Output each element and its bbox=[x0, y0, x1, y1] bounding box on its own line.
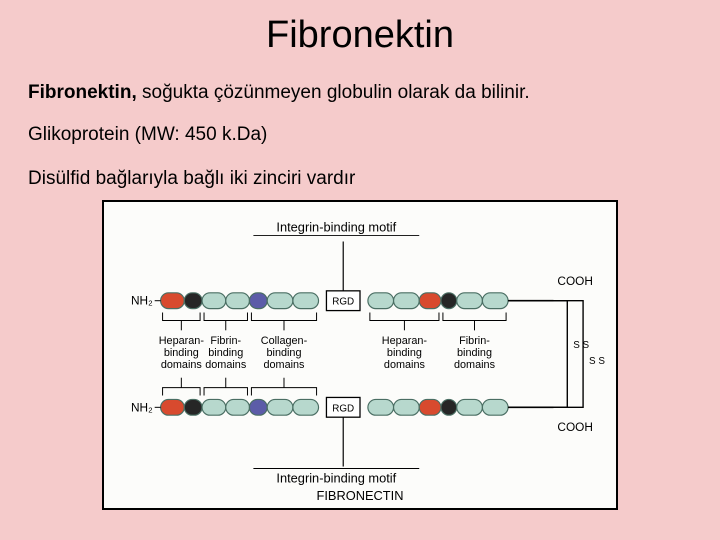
fibronectin-diagram: RGD RGD NH₂ NH₂ COOH COOH Integrin-binding mot… bbox=[102, 200, 618, 510]
svg-text:S S: S S bbox=[589, 356, 605, 367]
svg-text:Collagen-bindingdomains: Collagen-bindingdomains bbox=[261, 335, 308, 371]
svg-text:FIBRONECTIN: FIBRONECTIN bbox=[317, 488, 404, 503]
p1-bold: Fibronektin, bbox=[28, 82, 137, 103]
svg-text:RGD: RGD bbox=[332, 297, 354, 308]
svg-text:NH₂: NH₂ bbox=[131, 294, 153, 308]
svg-text:RGD: RGD bbox=[332, 403, 354, 414]
svg-text:Integrin-binding motif: Integrin-binding motif bbox=[276, 470, 396, 485]
paragraph-3: Disülfid bağlarıyla bağlı iki zinciri va… bbox=[28, 168, 355, 190]
paragraph-1: Fibronektin, soğukta çözünmeyen globulin… bbox=[28, 82, 530, 104]
paragraph-2: Glikoprotein (MW: 450 k.Da) bbox=[28, 124, 267, 146]
slide: Fibronektin Fibronektin, soğukta çözünme… bbox=[0, 0, 720, 540]
svg-text:S S: S S bbox=[573, 340, 589, 351]
page-title: Fibronektin bbox=[0, 14, 720, 57]
p1-rest: soğukta çözünmeyen globulin olarak da bi… bbox=[137, 82, 530, 103]
svg-text:COOH: COOH bbox=[557, 274, 593, 288]
svg-text:Heparan-bindingdomains: Heparan-bindingdomains bbox=[159, 335, 205, 371]
svg-text:Heparan-bindingdomains: Heparan-bindingdomains bbox=[382, 335, 428, 371]
svg-text:Integrin-binding motif: Integrin-binding motif bbox=[276, 220, 396, 235]
svg-text:Fibrin-bindingdomains: Fibrin-bindingdomains bbox=[454, 335, 496, 371]
svg-text:Fibrin-bindingdomains: Fibrin-bindingdomains bbox=[205, 335, 247, 371]
svg-text:COOH: COOH bbox=[557, 420, 593, 434]
svg-text:NH₂: NH₂ bbox=[131, 400, 153, 414]
diagram-svg: RGD RGD NH₂ NH₂ COOH COOH Integrin-binding mot… bbox=[104, 202, 616, 508]
